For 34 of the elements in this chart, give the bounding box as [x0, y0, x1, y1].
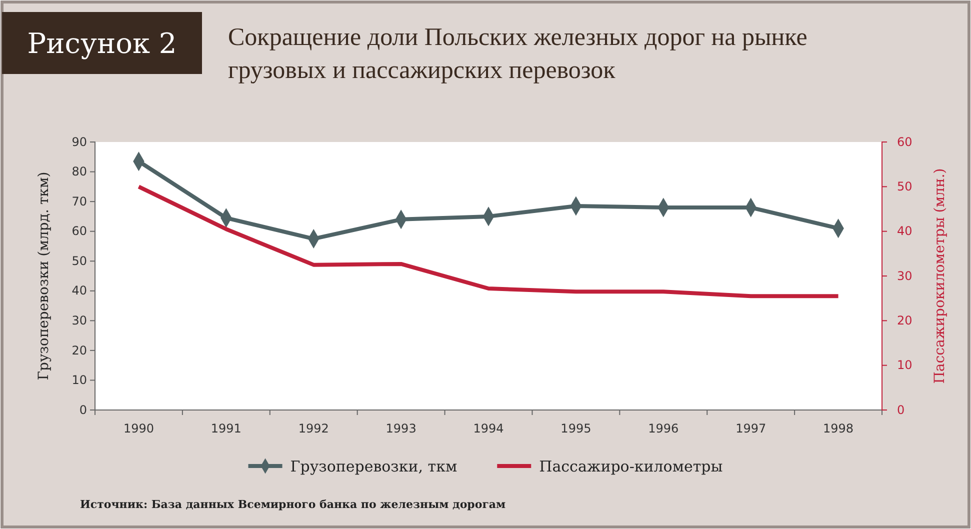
x-tick-label: 1993	[386, 422, 416, 436]
y-tick-label: 60	[72, 224, 87, 238]
y-tick-label: 30	[72, 314, 87, 328]
y2-axis-title: Пассажирокилометры (млн.)	[932, 168, 948, 384]
y-tick-label: 90	[72, 134, 87, 149]
x-tick-label: 1991	[210, 422, 242, 436]
chart-title: Сокращение доли Польских железных дорог на рынке грузовых и пассажирских перевозок	[228, 24, 808, 84]
y-tick-label: 10	[72, 373, 87, 388]
y-tick-label: 20	[72, 343, 87, 358]
x-tick-label: 1994	[473, 422, 504, 436]
y-tick-label: 40	[72, 284, 87, 298]
y2-tick-label: 30	[897, 268, 912, 283]
y-axis-title: Грузоперевозки (млрд. ткм)	[36, 172, 52, 380]
x-tick-label: 1998	[823, 422, 854, 436]
x-tick-label: 1996	[648, 422, 679, 436]
x-tick-label: 1992	[298, 422, 329, 436]
y2-tick-label: 50	[897, 180, 912, 194]
y-tick-label: 80	[72, 164, 87, 179]
y2-tick-label: 20	[897, 314, 912, 328]
text: Источник: База данных Всемирного банка по железным дорогам	[80, 498, 506, 511]
y2-tick-label: 40	[897, 224, 912, 238]
y2-tick-label: 60	[897, 134, 912, 149]
line-series	[136, 184, 840, 298]
text: Рисунок 2	[27, 27, 177, 60]
x-tick-label: 1990	[123, 422, 154, 436]
legend-label: Пассажиро-километры	[539, 457, 723, 476]
legend-label: Грузоперевозки, ткм	[290, 457, 458, 476]
y-tick-label: 70	[72, 194, 87, 208]
y2-tick-label: 0	[897, 402, 905, 417]
y-tick-label: 0	[79, 402, 87, 417]
x-tick-label: 1997	[736, 422, 766, 436]
y-tick-label: 50	[72, 254, 87, 268]
x-tick-label: 1995	[560, 422, 592, 436]
y2-tick-label: 10	[897, 358, 912, 372]
